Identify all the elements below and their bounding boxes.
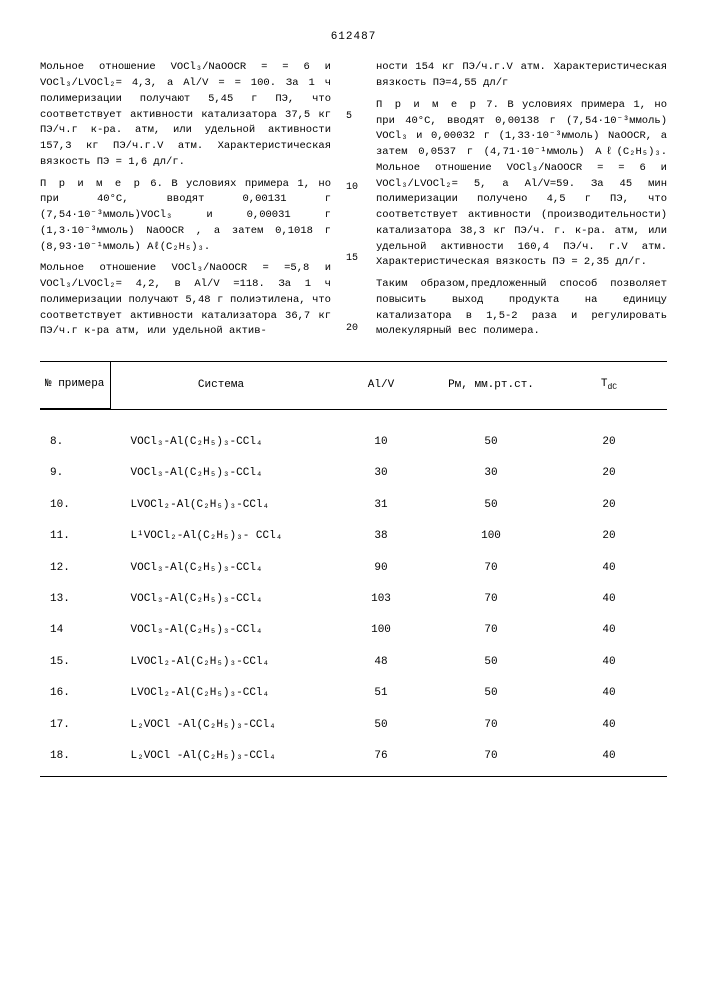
left-column: Мольное отношение VOCl₃/NaOOCR = = 6 и V… [40, 60, 331, 346]
cell-t: 40 [551, 741, 667, 777]
cell-alv: 10 [331, 409, 431, 458]
cell-system: LVOCl₂-Al(C₂H₅)₃-CCl₄ [111, 490, 332, 521]
cell-alv: 48 [331, 647, 431, 678]
cell-pm: 50 [431, 678, 551, 709]
cell-system: LVOCl₂-Al(C₂H₅)₃-CCl₄ [111, 678, 332, 709]
line-num: 20 [346, 322, 361, 336]
cell-t: 20 [551, 409, 667, 458]
cell-pm: 70 [431, 615, 551, 646]
table-row: 12.VOCl₃-Al(C₂H₅)₃-CCl₄907040 [40, 553, 667, 584]
col-header-system: Система [111, 362, 332, 409]
cell-alv: 76 [331, 741, 431, 777]
cell-pm: 30 [431, 458, 551, 489]
cell-system: L₂VOCl -Al(C₂H₅)₃-CCl₄ [111, 741, 332, 777]
cell-num: 12. [40, 553, 111, 584]
cell-alv: 51 [331, 678, 431, 709]
col-header-alv: Al/V [331, 362, 431, 409]
cell-pm: 70 [431, 553, 551, 584]
cell-pm: 70 [431, 710, 551, 741]
text-columns: Мольное отношение VOCl₃/NaOOCR = = 6 и V… [40, 60, 667, 346]
cell-system: L¹VOCl₂-Al(C₂H₅)₃- CCl₄ [111, 521, 332, 552]
cell-alv: 100 [331, 615, 431, 646]
col-header-t: ТdС [551, 362, 667, 409]
line-num: 10 [346, 181, 361, 195]
cell-t: 40 [551, 553, 667, 584]
cell-pm: 70 [431, 584, 551, 615]
left-p2: П р и м е р 6. В условиях примера 1, но … [40, 177, 331, 256]
table-row: 10.LVOCl₂-Al(C₂H₅)₃-CCl₄315020 [40, 490, 667, 521]
cell-t: 40 [551, 710, 667, 741]
cell-system: VOCl₃-Al(C₂H₅)₃-CCl₄ [111, 458, 332, 489]
table-row: 9.VOCl₃-Al(C₂H₅)₃-CCl₄303020 [40, 458, 667, 489]
table-row: 11.L¹VOCl₂-Al(C₂H₅)₃- CCl₄3810020 [40, 521, 667, 552]
line-num: 15 [346, 252, 361, 266]
cell-alv: 50 [331, 710, 431, 741]
col-header-num: № примера [40, 362, 111, 409]
table-row: 17.L₂VOCl -Al(C₂H₅)₃-CCl₄507040 [40, 710, 667, 741]
cell-num: 18. [40, 741, 111, 777]
cell-pm: 100 [431, 521, 551, 552]
cell-pm: 50 [431, 647, 551, 678]
cell-t: 40 [551, 615, 667, 646]
right-column: ности 154 кг ПЭ/ч.г.V атм. Характеристич… [376, 60, 667, 346]
cell-system: VOCl₃-Al(C₂H₅)₃-CCl₄ [111, 584, 332, 615]
cell-t: 40 [551, 584, 667, 615]
right-p2: П р и м е р 7. В условиях примера 1, но … [376, 98, 667, 271]
cell-num: 10. [40, 490, 111, 521]
table-row: 15.LVOCl₂-Al(C₂H₅)₃-CCl₄485040 [40, 647, 667, 678]
cell-num: 13. [40, 584, 111, 615]
example-num: 6. [142, 178, 163, 190]
cell-pm: 70 [431, 741, 551, 777]
cell-num: 11. [40, 521, 111, 552]
example-label: П р и м е р [40, 178, 142, 190]
left-p1: Мольное отношение VOCl₃/NaOOCR = = 6 и V… [40, 60, 331, 170]
table-row: 14VOCl₃-Al(C₂H₅)₃-CCl₄1007040 [40, 615, 667, 646]
cell-system: LVOCl₂-Al(C₂H₅)₃-CCl₄ [111, 647, 332, 678]
table-row: 18.L₂VOCl -Al(C₂H₅)₃-CCl₄767040 [40, 741, 667, 777]
cell-num: 15. [40, 647, 111, 678]
col-header-pm: Рм, мм.рт.ст. [431, 362, 551, 409]
cell-num: 17. [40, 710, 111, 741]
cell-system: L₂VOCl -Al(C₂H₅)₃-CCl₄ [111, 710, 332, 741]
left-p3: Мольное отношение VOCl₃/NaOOCR = =5,8 и … [40, 261, 331, 340]
cell-num: 14 [40, 615, 111, 646]
cell-pm: 50 [431, 490, 551, 521]
line-num: 5 [346, 110, 361, 124]
cell-t: 20 [551, 521, 667, 552]
cell-alv: 30 [331, 458, 431, 489]
cell-t: 40 [551, 678, 667, 709]
cell-t: 40 [551, 647, 667, 678]
cell-pm: 50 [431, 409, 551, 458]
cell-system: VOCl₃-Al(C₂H₅)₃-CCl₄ [111, 553, 332, 584]
cell-num: 9. [40, 458, 111, 489]
cell-t: 20 [551, 458, 667, 489]
right-p3: Таким образом,предложенный способ позвол… [376, 277, 667, 340]
data-table: № примера Система Al/V Рм, мм.рт.ст. ТdС… [40, 361, 667, 777]
example-num: 7. [478, 99, 499, 111]
right-p1: ности 154 кг ПЭ/ч.г.V атм. Характеристич… [376, 60, 667, 92]
table-row: 13.VOCl₃-Al(C₂H₅)₃-CCl₄1037040 [40, 584, 667, 615]
example-text: В условиях примера 1, но при 40°С, вводя… [376, 99, 667, 269]
table-row: 16.LVOCl₂-Al(C₂H₅)₃-CCl₄515040 [40, 678, 667, 709]
cell-alv: 31 [331, 490, 431, 521]
cell-alv: 90 [331, 553, 431, 584]
cell-t: 20 [551, 490, 667, 521]
cell-num: 16. [40, 678, 111, 709]
document-number: 612487 [40, 30, 667, 45]
cell-num: 8. [40, 409, 111, 458]
cell-alv: 38 [331, 521, 431, 552]
cell-system: VOCl₃-Al(C₂H₅)₃-CCl₄ [111, 615, 332, 646]
cell-alv: 103 [331, 584, 431, 615]
table-row: 8.VOCl₃-Al(C₂H₅)₃-CCl₄105020 [40, 409, 667, 458]
example-label: П р и м е р [376, 99, 478, 111]
margin-line-numbers: 5 10 15 20 [346, 60, 361, 346]
cell-system: VOCl₃-Al(C₂H₅)₃-CCl₄ [111, 409, 332, 458]
